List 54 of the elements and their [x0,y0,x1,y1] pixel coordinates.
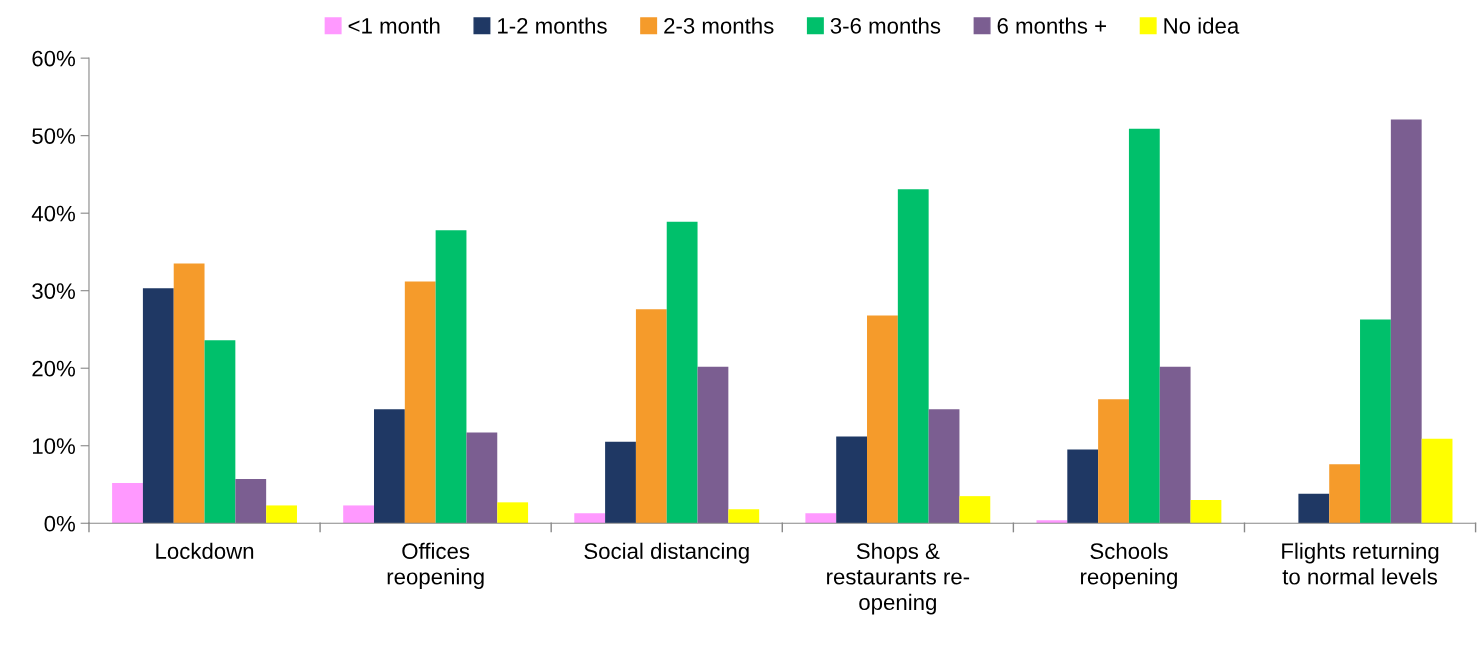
bar [204,340,236,524]
bar [235,479,267,524]
bar [1298,493,1330,524]
x-tick-label: Schools reopening [1080,542,1177,589]
bar [574,513,606,524]
y-tick-label: 40% [31,205,75,222]
bar [728,509,760,524]
bar [466,432,498,524]
bar [1098,399,1129,524]
y-tick-label: 0% [44,515,75,532]
bar [867,315,898,524]
legend-label: 3-6 months [830,17,941,34]
bar [374,409,405,524]
bar [635,309,667,524]
x-tick-label: Lockdown [156,542,254,560]
bar [666,221,698,524]
x-tick-label: Flights returning to normal levels [1282,542,1439,585]
y-tick-label: 20% [32,360,75,377]
bar [1329,464,1361,524]
bar [1390,119,1422,524]
bar [343,505,374,524]
bar [1128,128,1160,524]
bar [805,513,837,524]
legend-label: 1-2 months [498,17,607,34]
legend-label: No idea [1164,17,1240,34]
legend-label: <1 month [348,17,440,34]
bar [266,505,297,524]
x-tick-label: Shops & restaurants re- opening [827,542,970,615]
bar [928,409,960,524]
bar [404,281,436,524]
bar [497,502,529,524]
bar [1190,500,1222,524]
x-tick-label: Offices reopening [387,542,484,589]
y-tick-label: 60% [32,50,75,67]
bar [697,366,729,524]
bar [1159,366,1191,524]
bar [112,482,143,524]
bar [1036,520,1068,524]
x-tick-label: Social distancing [584,542,749,564]
bar [142,288,174,524]
legend-label: 6 months + [997,17,1106,34]
y-tick-label: 30% [32,283,75,299]
bar [959,496,991,524]
y-tick-label: 10% [33,438,75,455]
legend-label: 2-3 months [664,17,774,34]
bar [1067,449,1099,524]
bar [836,436,868,524]
bar [1421,438,1453,524]
y-tick-label: 50% [32,128,75,144]
bar [605,441,636,524]
bar [897,189,929,524]
bar [435,230,467,524]
bar [1360,319,1391,524]
bar [173,263,205,524]
